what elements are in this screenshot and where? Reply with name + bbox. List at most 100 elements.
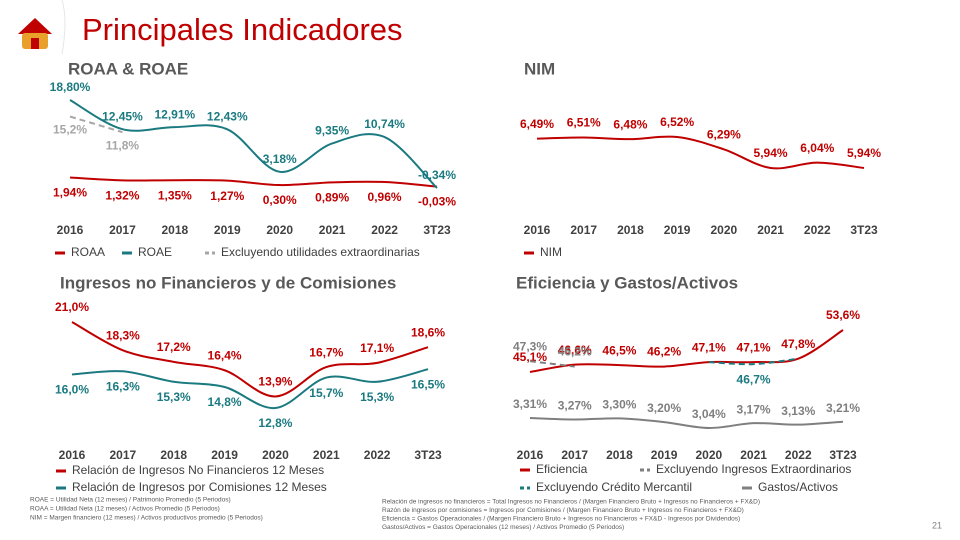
footnote: NIM = Margen financiero (12 meses) / Act… — [30, 515, 263, 522]
data-label: 47,8% — [781, 337, 815, 351]
x-tick-label: 2016 — [59, 448, 86, 462]
data-label: 3,18% — [263, 152, 297, 166]
series-line — [529, 360, 575, 368]
x-tick-label: 2016 — [57, 223, 84, 237]
data-label: 12,43% — [207, 109, 248, 123]
data-label: 18,3% — [106, 328, 140, 342]
x-tick-label: 3T23 — [414, 448, 442, 462]
legend-label: ROAE — [138, 245, 172, 259]
series-line — [71, 368, 429, 410]
chart-title: Ingresos no Financieros y de Comisiones — [60, 273, 396, 292]
legend-label: ROAA — [71, 245, 105, 259]
data-label: 53,6% — [826, 308, 860, 322]
data-label: 12,91% — [155, 107, 196, 121]
x-tick-label: 2016 — [517, 448, 544, 462]
data-label: 13,9% — [258, 375, 292, 389]
data-label: 0,30% — [263, 193, 297, 207]
x-tick-label: 2019 — [211, 448, 238, 462]
x-tick-label: 2021 — [313, 448, 340, 462]
data-label: 46,5% — [602, 343, 636, 357]
series-line — [69, 99, 438, 189]
data-label: 1,94% — [53, 186, 87, 200]
x-tick-label: 2020 — [711, 223, 738, 237]
x-tick-label: 2017 — [110, 448, 137, 462]
data-label: 16,3% — [106, 379, 140, 393]
legend-label: Excluyendo Crédito Mercantil — [536, 480, 692, 494]
data-label: 18,6% — [411, 325, 445, 339]
data-label: 16,7% — [309, 345, 343, 359]
x-tick-label: 2022 — [371, 223, 398, 237]
x-tick-label: 3T23 — [829, 448, 857, 462]
legend-label: Excluyendo Ingresos Extraordinarios — [656, 462, 851, 476]
data-label: 1,35% — [158, 188, 192, 202]
legend-label: Relación de Ingresos por Comisiones 12 M… — [72, 480, 327, 494]
logo-roof — [18, 18, 52, 34]
footnote: Relación de ingresos no financieros = To… — [382, 499, 760, 506]
x-tick-label: 2017 — [561, 448, 588, 462]
footnote: Gastos/Activos = Gastos Operacionales (1… — [382, 524, 624, 531]
data-label: 3,31% — [513, 397, 547, 411]
data-label: 3,04% — [692, 407, 726, 421]
data-label: 5,94% — [847, 146, 881, 160]
footnote: ROAA = Utilidad Neta (12 meses) / Activo… — [30, 506, 220, 513]
data-label: 46,2% — [647, 345, 681, 359]
data-label: 11,8% — [106, 138, 140, 152]
data-label: 3,17% — [737, 402, 771, 416]
data-label: 6,52% — [660, 115, 694, 129]
x-tick-label: 2016 — [524, 223, 551, 237]
x-tick-label: 2020 — [262, 448, 289, 462]
logo — [18, 18, 52, 49]
x-tick-label: 3T23 — [423, 223, 451, 237]
chart-title: ROAA & ROAE — [68, 59, 188, 78]
data-label: 1,32% — [105, 189, 139, 203]
x-tick-label: 2019 — [651, 448, 678, 462]
footnote: ROAE = Utilidad Neta (12 meses) / Patrim… — [30, 497, 231, 504]
x-tick-label: 2019 — [214, 223, 241, 237]
data-label: 46,6% — [558, 343, 592, 357]
data-label: 47,1% — [737, 340, 771, 354]
data-label: 0,96% — [368, 190, 402, 204]
header-curve — [61, 0, 66, 55]
data-label: 14,8% — [208, 395, 242, 409]
data-label: 12,8% — [258, 416, 292, 430]
data-label: 15,3% — [157, 390, 191, 404]
data-label: 17,2% — [157, 340, 191, 354]
data-label: 16,4% — [208, 348, 242, 362]
data-label: 46,2% — [558, 345, 592, 359]
series-line — [69, 115, 123, 134]
x-tick-label: 2022 — [785, 448, 812, 462]
footnote: Eficiencia = Gastos Operacionales / (Mar… — [382, 516, 740, 523]
x-tick-label: 3T23 — [850, 223, 878, 237]
data-label: 6,51% — [567, 116, 601, 130]
x-tick-label: 2021 — [740, 448, 767, 462]
data-label: 6,29% — [707, 127, 741, 141]
legend-label: Gastos/Activos — [758, 480, 838, 494]
data-label: 18,80% — [50, 80, 91, 94]
data-label: 45,1% — [513, 350, 547, 364]
legend-label: Excluyendo utilidades extraordinarias — [221, 245, 420, 259]
data-label: 6,49% — [520, 117, 554, 131]
x-tick-label: 2018 — [606, 448, 633, 462]
data-label: 21,0% — [55, 300, 89, 314]
legend-label: NIM — [540, 245, 562, 259]
data-label: 6,48% — [613, 117, 647, 131]
series-line — [708, 357, 799, 366]
x-tick-label: 2020 — [266, 223, 293, 237]
x-tick-label: 2018 — [160, 448, 187, 462]
x-tick-label: 2021 — [757, 223, 784, 237]
data-label: 6,04% — [800, 141, 834, 155]
page-number: 21 — [932, 520, 942, 530]
data-label: 47,3% — [513, 339, 547, 353]
data-label: 9,35% — [315, 124, 349, 138]
data-label: 15,3% — [360, 390, 394, 404]
series-line — [71, 321, 429, 398]
data-label: 16,0% — [55, 383, 89, 397]
data-label: 3,30% — [602, 398, 636, 412]
data-label: 10,74% — [364, 117, 405, 131]
legend-label: Eficiencia — [536, 462, 588, 476]
data-label: 16,5% — [411, 377, 445, 391]
data-label: 46,7% — [737, 372, 771, 386]
chart-title: NIM — [524, 59, 555, 78]
